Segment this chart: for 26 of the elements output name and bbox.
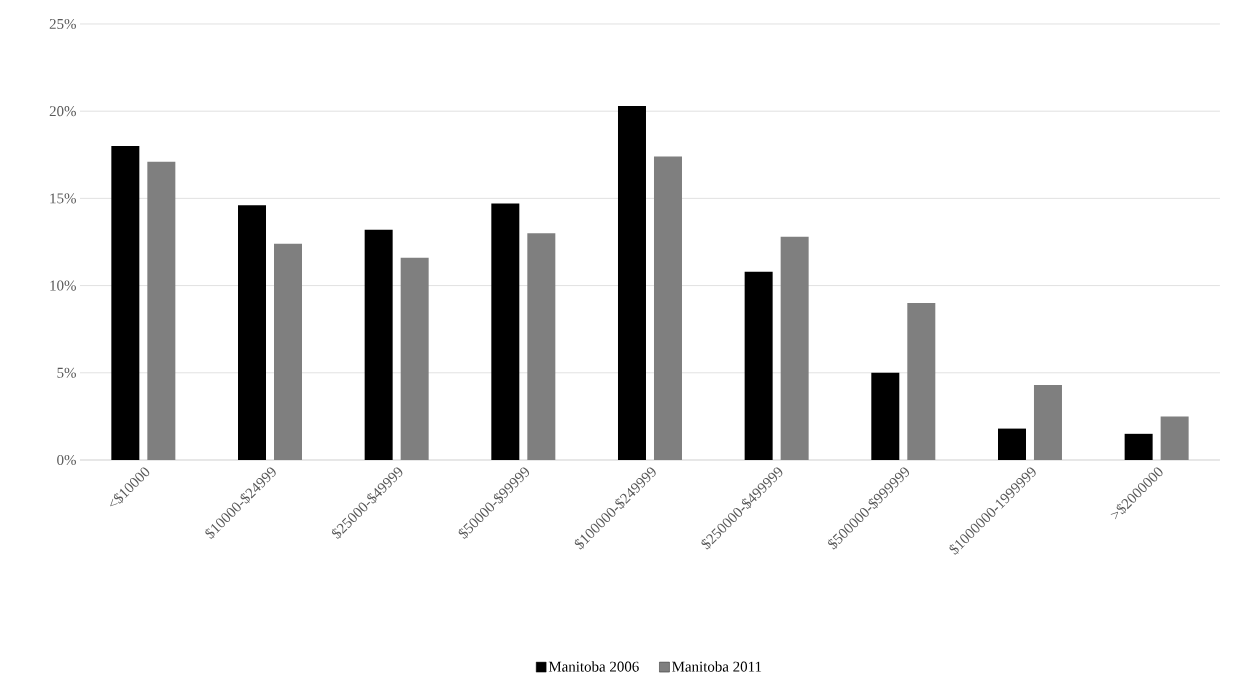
- bar: [1160, 416, 1189, 460]
- bar: [400, 257, 429, 460]
- bar: [274, 243, 302, 460]
- bar: [238, 205, 266, 460]
- y-tick-label: 25%: [49, 18, 76, 30]
- bar: [780, 236, 809, 460]
- bar: [1124, 433, 1153, 460]
- y-tick-label: 0%: [57, 454, 76, 466]
- legend-label: Manitoba 2011: [672, 661, 762, 672]
- bar: [653, 156, 682, 460]
- bar: [617, 105, 646, 460]
- bar: [491, 203, 520, 460]
- bar: [147, 161, 176, 460]
- legend-label: Manitoba 2006: [548, 661, 639, 672]
- bar: [111, 146, 140, 460]
- y-tick-label: 15%: [50, 193, 76, 204]
- bar: [907, 303, 936, 460]
- bar: [997, 428, 1026, 460]
- bar: [364, 229, 393, 460]
- bar: [527, 233, 556, 460]
- y-tick-label: 5%: [57, 367, 76, 378]
- bar: [871, 372, 900, 460]
- bar: [744, 271, 773, 460]
- y-tick-label: 10%: [50, 280, 76, 291]
- bar: [1033, 384, 1062, 460]
- y-tick-label: 20%: [49, 106, 76, 117]
